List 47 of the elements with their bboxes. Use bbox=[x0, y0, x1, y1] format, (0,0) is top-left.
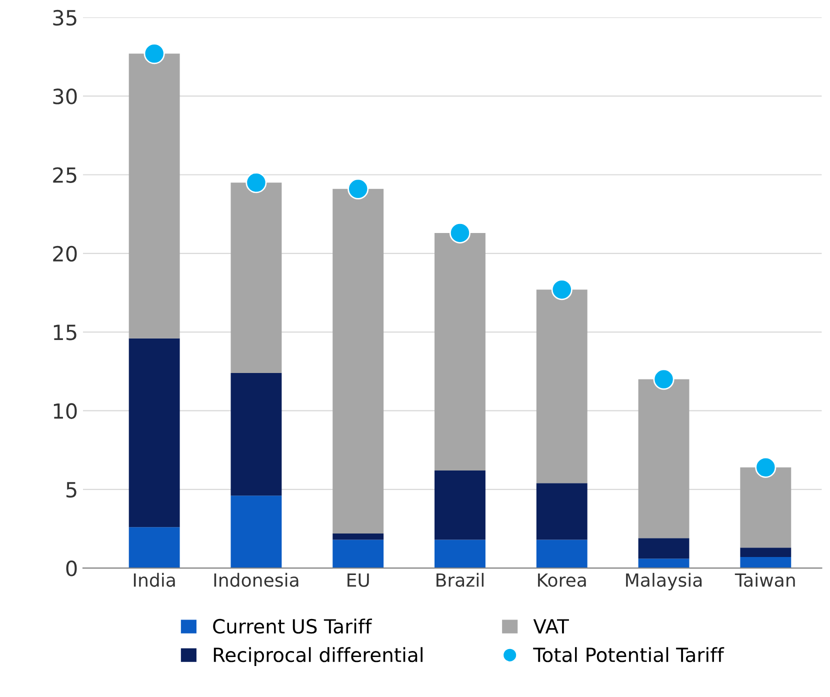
x-tick-label: India bbox=[134, 572, 175, 587]
y-tick-label: 25 bbox=[53, 167, 76, 183]
x-tick-label: Korea bbox=[538, 573, 586, 587]
bar bbox=[536, 540, 588, 568]
legend-label: VAT bbox=[533, 619, 569, 634]
bar bbox=[128, 54, 180, 338]
x-tick-label: EU bbox=[348, 573, 369, 587]
point bbox=[348, 178, 369, 200]
bar bbox=[740, 557, 792, 568]
bar bbox=[128, 527, 180, 568]
legend-label: Reciprocal differential bbox=[214, 647, 422, 666]
bar bbox=[332, 540, 384, 568]
bar bbox=[332, 533, 384, 540]
point bbox=[755, 456, 776, 478]
point bbox=[144, 43, 165, 64]
y-tick-label: 0 bbox=[66, 560, 77, 576]
point bbox=[246, 172, 267, 194]
bar bbox=[536, 483, 588, 540]
y-tick-label: 10 bbox=[54, 403, 77, 419]
y-tick-label: 35 bbox=[53, 10, 76, 26]
bar bbox=[230, 372, 282, 496]
bar bbox=[434, 540, 486, 568]
legend-label: Total Potential Tariff bbox=[533, 647, 724, 662]
point bbox=[653, 368, 674, 390]
bar bbox=[230, 496, 282, 568]
bar bbox=[128, 338, 180, 528]
bar bbox=[638, 538, 690, 559]
legend-label: Current US Tariff bbox=[213, 618, 372, 634]
x-tick-label: Malaysia bbox=[626, 572, 702, 590]
bar bbox=[638, 379, 690, 538]
x-tick-label: Brazil bbox=[436, 572, 484, 587]
bar bbox=[638, 558, 690, 568]
y-tick-label: 5 bbox=[66, 482, 76, 498]
bar bbox=[536, 290, 588, 484]
bar bbox=[434, 470, 486, 540]
y-tick-label: 15 bbox=[54, 324, 76, 340]
y-tick-label: 30 bbox=[53, 88, 77, 104]
bar bbox=[434, 232, 486, 471]
y-tick-label: 20 bbox=[53, 246, 77, 262]
bar bbox=[332, 188, 384, 534]
point bbox=[449, 222, 471, 244]
point bbox=[551, 279, 572, 300]
x-tick-label: Indonesia bbox=[214, 572, 298, 587]
bar bbox=[740, 467, 792, 548]
bar bbox=[740, 548, 792, 558]
bar bbox=[230, 182, 282, 373]
x-tick-label: Taiwan bbox=[734, 572, 795, 587]
